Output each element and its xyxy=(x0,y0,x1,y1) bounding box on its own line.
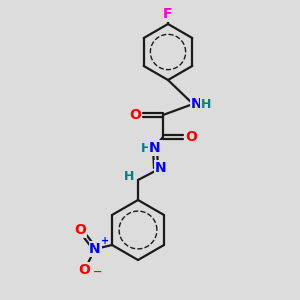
Text: N: N xyxy=(149,141,161,155)
Text: N: N xyxy=(155,161,167,175)
Text: H: H xyxy=(141,142,151,154)
Text: O: O xyxy=(74,223,86,237)
Text: H: H xyxy=(201,98,211,110)
Text: N: N xyxy=(191,97,203,111)
Text: +: + xyxy=(101,236,109,246)
Text: O: O xyxy=(129,108,141,122)
Text: H: H xyxy=(124,169,134,182)
Text: −: − xyxy=(93,267,102,277)
Text: O: O xyxy=(185,130,197,144)
Text: N: N xyxy=(89,242,101,256)
Text: F: F xyxy=(163,7,173,21)
Text: O: O xyxy=(78,263,90,277)
